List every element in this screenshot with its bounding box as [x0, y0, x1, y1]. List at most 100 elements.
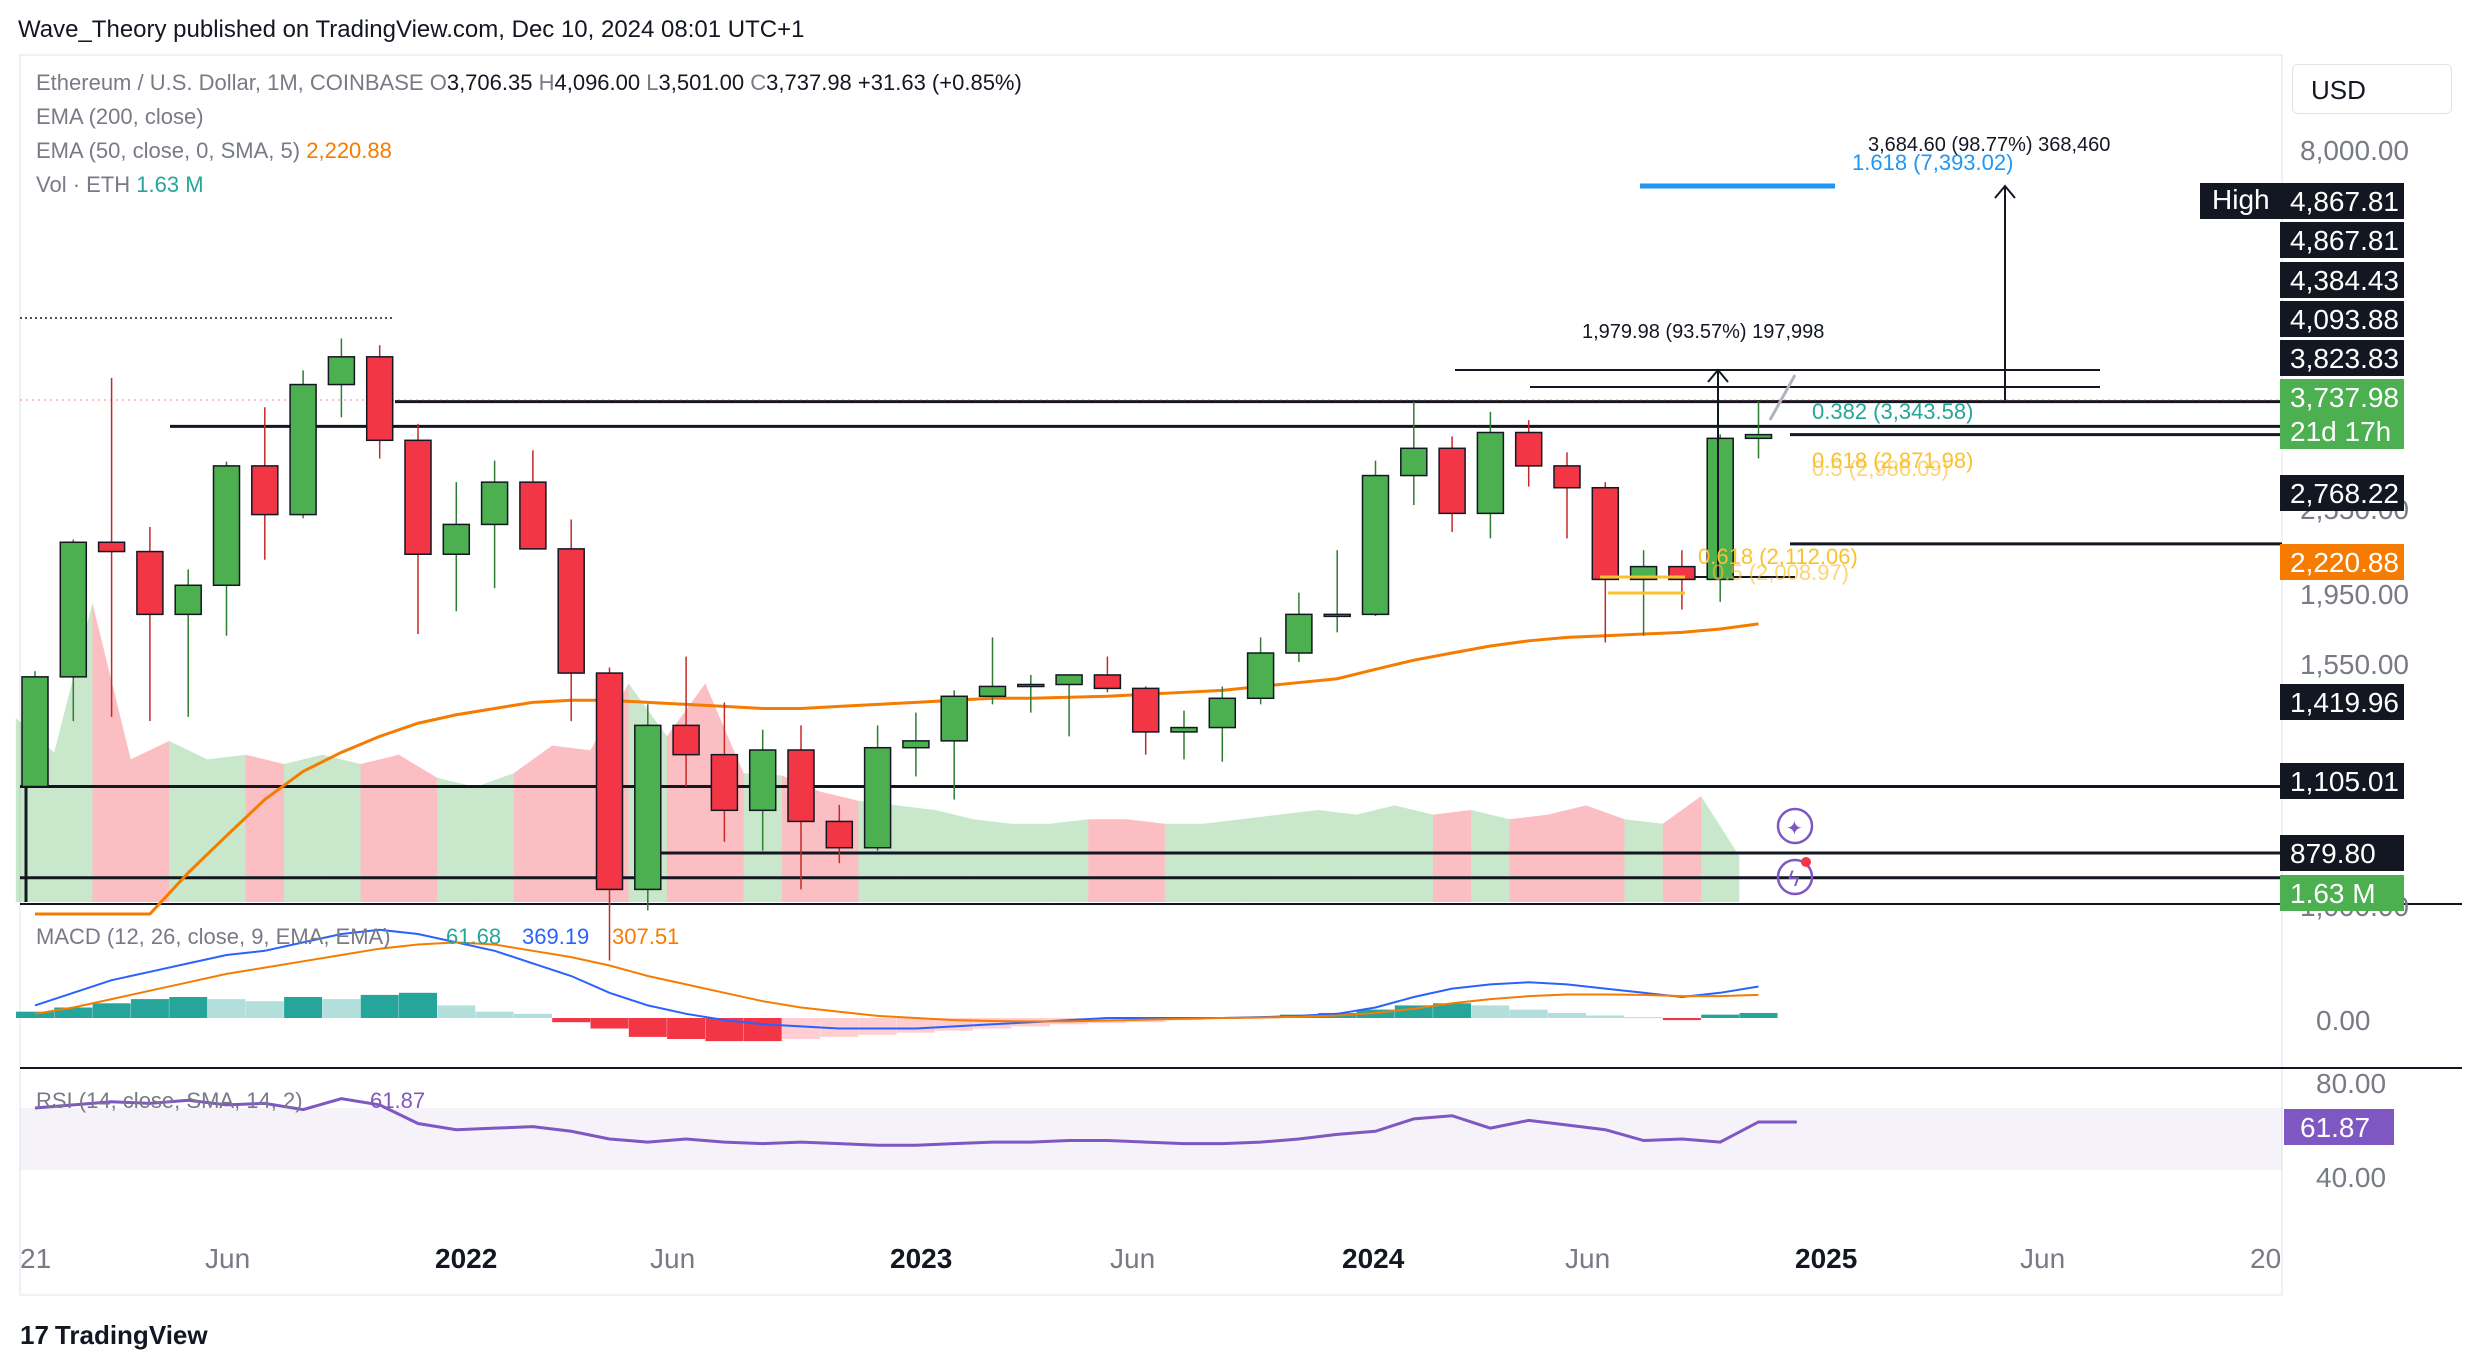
macd-histogram-bar — [92, 1003, 131, 1018]
target-label: 3,684.60 (98.77%) 368,460 — [1868, 134, 2110, 156]
macd-histogram-bar — [1433, 1003, 1472, 1018]
volume-legend[interactable]: Vol · ETH 1.63 M — [36, 172, 204, 197]
candle — [634, 704, 662, 911]
candle — [1323, 550, 1351, 633]
candle-body — [519, 481, 547, 550]
volume-area-segment — [552, 745, 591, 902]
volume-area-segment — [322, 754, 361, 902]
fib-5b-label: 0.5 (2,008.97) — [1712, 560, 1849, 585]
volume-area-segment — [245, 754, 284, 902]
level-badge-high: 4,867.81 — [2290, 186, 2399, 217]
candle — [1438, 436, 1466, 532]
level-badge-current: 3,737.98 — [2290, 382, 2399, 413]
x-axis-tick: 2022 — [435, 1243, 497, 1274]
rsi-upper-tick: 80.00 — [2316, 1068, 2386, 1099]
candle — [1514, 420, 1543, 487]
candle-body — [480, 481, 509, 526]
candle-body — [59, 541, 88, 678]
candle-body — [1553, 465, 1581, 489]
countdown-badge: 21d 17h — [2290, 416, 2391, 447]
candle — [1706, 434, 1734, 602]
volume-area-segment — [207, 754, 246, 902]
candle-body — [940, 695, 968, 742]
level-badge-bg — [2280, 684, 2404, 720]
macd-histogram-bar — [552, 1018, 591, 1023]
candle — [1208, 686, 1237, 762]
x-axis-tick: Jun — [2020, 1243, 2065, 1274]
fib-618a-label: 0.618 (2,871.98) — [1812, 448, 1973, 473]
volume-area-segment — [1662, 796, 1702, 902]
macd-histogram-bar — [1586, 1015, 1625, 1018]
macd-histogram-bar — [399, 992, 437, 1018]
candle-body — [595, 672, 624, 891]
level-badge: 4,384.43 — [2290, 265, 2399, 296]
fib-382-label: 0.382 (3,343.58) — [1812, 399, 1973, 424]
volume-area-segment — [1279, 810, 1319, 902]
candle-body — [863, 746, 892, 849]
macd-histogram-bar — [245, 1001, 284, 1018]
x-axis-tick: 2025 — [1795, 1243, 1857, 1274]
macd-histogram-bar — [1509, 1009, 1548, 1018]
level-badge-high-2: 4,867.81 — [2290, 225, 2399, 256]
macd-histogram-bar — [1662, 1018, 1701, 1021]
rsi-band — [20, 1108, 2282, 1170]
candle-body — [1093, 674, 1122, 690]
macd-zero-tick: 0.00 — [2316, 1005, 2371, 1036]
candle-body — [174, 584, 202, 616]
rsi-lower-tick: 40.00 — [2316, 1162, 2386, 1193]
macd-histogram-bar — [896, 1018, 935, 1033]
candle-body — [1476, 431, 1505, 515]
volume-area-segment — [283, 754, 323, 902]
volume-area-segment — [475, 773, 514, 902]
symbol-name: Ethereum / U.S. Dollar, 1M, COINBASE — [36, 70, 424, 95]
ema50-line — [35, 622, 1759, 916]
level-badge-current-bg — [2280, 379, 2404, 415]
candle-body — [1285, 613, 1313, 654]
level-badge-bg — [2280, 835, 2404, 871]
candle-body — [1170, 726, 1198, 733]
rsi-line — [34, 1097, 1797, 1147]
candle — [1285, 592, 1313, 662]
open-value: 3,706.35 — [446, 70, 533, 95]
candle-body — [1400, 447, 1428, 477]
ema50-legend[interactable]: EMA (50, close, 0, SMA, 5) 2,220.88 — [36, 138, 392, 163]
macd-histogram-bar — [1701, 1014, 1740, 1018]
volume-area-segment — [1126, 819, 1165, 902]
ema200-legend[interactable]: EMA (200, close) — [36, 104, 204, 129]
tradingview-logo[interactable]: 17 TradingView — [20, 1320, 208, 1350]
rsi-legend-value: 61.87 — [370, 1088, 425, 1113]
candle-body — [136, 550, 164, 616]
candle — [1170, 710, 1198, 760]
candle — [1400, 401, 1428, 506]
macd-histogram-bar — [1548, 1012, 1586, 1018]
candle — [863, 725, 892, 851]
candle-body — [1706, 437, 1734, 581]
level-badge-bg — [2280, 301, 2404, 337]
range-arrow-head — [1707, 368, 1729, 383]
candle — [1017, 674, 1045, 713]
rsi-legend-label: RSI (14, close, SMA, 14, 2) — [36, 1088, 303, 1113]
x-axis-tick: 20 — [2250, 1243, 2281, 1274]
candle — [1591, 482, 1620, 643]
candle-body — [1438, 447, 1466, 515]
macd-legend-label: MACD (12, 26, close, 9, EMA, EMA) — [36, 924, 391, 949]
macd-histogram-bar — [169, 997, 208, 1018]
currency-button[interactable]: USD — [2292, 64, 2452, 114]
volume-area-segment — [935, 810, 974, 902]
macd-histogram-bar — [973, 1018, 1012, 1029]
candle-body — [251, 465, 279, 516]
level-badge-ema-bg — [2280, 544, 2404, 580]
candle-body — [1591, 486, 1620, 581]
low-value: 3,501.00 — [658, 70, 745, 95]
macd-histogram-bar — [782, 1018, 820, 1039]
level-badge-high-2-bg — [2280, 222, 2404, 258]
candle — [672, 656, 700, 787]
range-label: 1,979.98 (93.57%) 197,998 — [1582, 321, 1824, 343]
candle — [1361, 460, 1390, 616]
candle-body — [212, 465, 241, 587]
y-axis-tick: 1,550.00 — [2300, 649, 2409, 680]
candle — [787, 725, 815, 890]
high-tag: High — [2212, 184, 2270, 215]
candle-body — [1361, 474, 1390, 616]
